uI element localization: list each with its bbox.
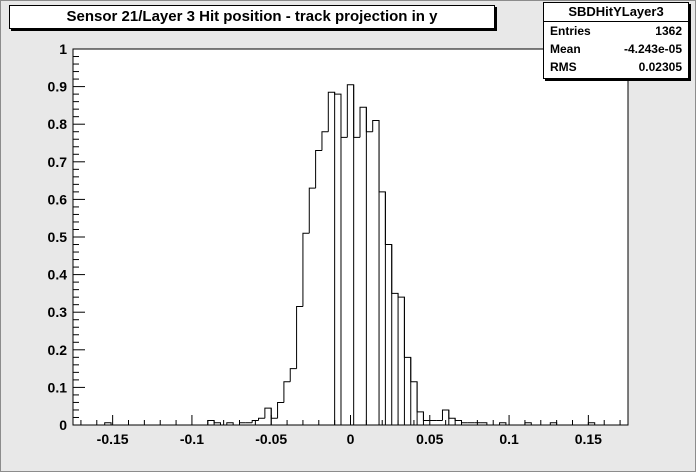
stats-value: 1362 [655, 24, 682, 38]
x-tick-label: 0.05 [416, 431, 443, 447]
stats-label: RMS [550, 60, 577, 74]
histogram-bin [480, 422, 488, 425]
chart-title-box: Sensor 21/Layer 3 Hit position - track p… [9, 5, 495, 29]
stats-row-mean: Mean -4.243e-05 [544, 40, 688, 58]
histogram-bin [346, 84, 355, 425]
histogram-bin [296, 306, 303, 369]
histogram-bin [213, 420, 221, 425]
histogram-bin [340, 94, 348, 138]
histogram-bin [448, 409, 456, 425]
stats-box: SBDHitYLayer3 Entries 1362 Mean -4.243e-… [543, 2, 689, 79]
histogram-bin [365, 107, 373, 133]
y-tick-label: 0.1 [48, 379, 68, 395]
histogram-bin [226, 422, 234, 425]
histogram-bin [251, 419, 259, 423]
histogram-bin [372, 119, 380, 425]
histogram-bin [258, 417, 265, 421]
x-tick-label: 0.15 [575, 431, 602, 447]
x-tick-label: 0 [347, 431, 355, 447]
y-tick-label: 0.7 [48, 154, 68, 170]
histogram-bin [384, 191, 393, 425]
histogram-bin [391, 244, 399, 425]
histogram-bin [308, 187, 316, 234]
histogram-bin [422, 411, 430, 421]
histogram-bin [499, 422, 507, 425]
stats-label: Entries [550, 24, 591, 38]
y-tick-label: 0.5 [48, 229, 68, 245]
histogram-bars [104, 84, 596, 425]
x-tick-label: -0.1 [180, 431, 204, 447]
y-tick-label: 0.8 [48, 116, 68, 132]
histogram-bin [334, 92, 342, 425]
histogram-bin [321, 131, 329, 151]
stats-value: -4.243e-05 [623, 42, 682, 56]
histogram-bin [289, 368, 297, 382]
histogram-bin [302, 232, 310, 307]
y-tick-label: 1 [59, 41, 67, 57]
y-tick-label: 0.3 [48, 304, 68, 320]
histogram-bin [315, 150, 322, 189]
stats-row-entries: Entries 1362 [544, 22, 688, 40]
y-tick-label: 0.4 [48, 267, 68, 283]
y-tick-label: 0 [59, 417, 67, 433]
y-axis: 0 0.1 0.2 0.3 0.4 0.5 0.6 0.7 0.8 0.9 1 [48, 41, 85, 433]
y-tick-label: 0.2 [48, 342, 68, 358]
histogram-bin [403, 297, 412, 425]
x-tick-label: -0.05 [255, 431, 287, 447]
histogram-bin [378, 120, 386, 425]
x-tick-label: 0.1 [499, 431, 519, 447]
chart-title: Sensor 21/Layer 3 Hit position - track p… [66, 8, 438, 25]
histogram-bin [359, 106, 367, 425]
y-tick-label: 0.6 [48, 191, 68, 207]
stats-value: 0.02305 [638, 60, 682, 74]
x-tick-label: -0.15 [97, 431, 129, 447]
histogram-bin [397, 293, 405, 425]
y-tick-label: 0.9 [48, 79, 68, 95]
histogram-bin [104, 422, 112, 425]
x-axis: -0.15 -0.1 -0.05 0 0.05 0.1 0.15 [80, 415, 621, 447]
histogram-bin [353, 84, 361, 138]
histogram-bin [283, 381, 291, 403]
histogram-bin [327, 91, 336, 425]
plot-frame [72, 48, 629, 426]
stats-label: Mean [550, 42, 581, 56]
stats-histogram-name: SBDHitYLayer3 [544, 3, 688, 22]
histogram-bin [277, 401, 284, 419]
stats-row-rms: RMS 0.02305 [544, 58, 688, 76]
